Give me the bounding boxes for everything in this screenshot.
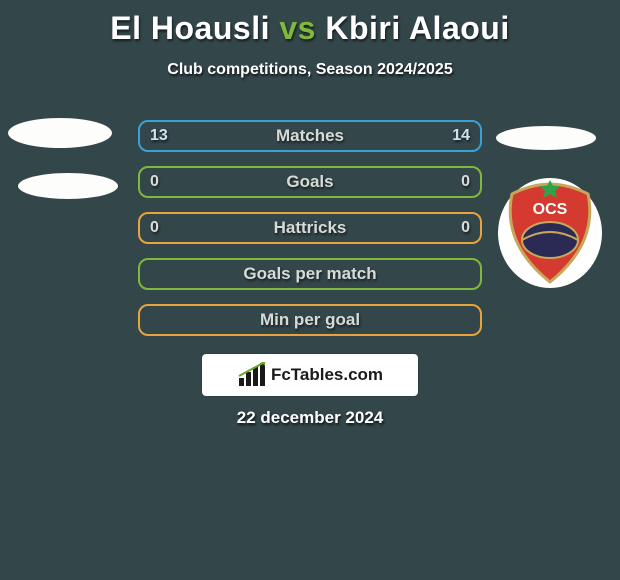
ellipse-shape <box>18 173 118 199</box>
bars-icon <box>237 362 267 388</box>
stat-row: 0 Goals 0 <box>138 166 482 198</box>
left-placeholder-shapes <box>8 118 118 199</box>
club-badge-svg: OCS <box>498 178 602 288</box>
stat-label: Goals per match <box>243 264 376 284</box>
stat-row: 0 Hattricks 0 <box>138 212 482 244</box>
fctables-text: FcTables.com <box>271 365 383 385</box>
ellipse-shape <box>8 118 112 148</box>
date-text: 22 december 2024 <box>0 408 620 428</box>
stat-left-value: 13 <box>150 127 168 145</box>
stat-right-value: 14 <box>452 127 470 145</box>
stat-right-value: 0 <box>461 219 470 237</box>
stat-label: Hattricks <box>274 218 347 238</box>
stat-row: Min per goal <box>138 304 482 336</box>
stat-rows: 13 Matches 14 0 Goals 0 0 Hattricks 0 Goals per m… <box>138 120 482 350</box>
vs-text: vs <box>279 10 316 46</box>
club-badge: OCS <box>498 178 602 288</box>
ellipse-shape <box>496 126 596 150</box>
stat-right-value: 0 <box>461 173 470 191</box>
player1-name: El Hoausli <box>110 10 270 46</box>
stat-row: Goals per match <box>138 258 482 290</box>
badge-text-top: OCS <box>533 201 568 218</box>
badge-center-oval <box>522 222 578 258</box>
player2-name: Kbiri Alaoui <box>325 10 509 46</box>
stat-label: Goals <box>286 172 333 192</box>
stat-label: Matches <box>276 126 344 146</box>
page-title: El Hoausli vs Kbiri Alaoui <box>0 0 620 47</box>
fctables-logo: FcTables.com <box>202 354 418 396</box>
stat-left-value: 0 <box>150 219 159 237</box>
stat-row: 13 Matches 14 <box>138 120 482 152</box>
stat-label: Min per goal <box>260 310 360 330</box>
infographic: El Hoausli vs Kbiri Alaoui Club competit… <box>0 0 620 580</box>
stat-left-value: 0 <box>150 173 159 191</box>
subtitle: Club competitions, Season 2024/2025 <box>0 61 620 79</box>
